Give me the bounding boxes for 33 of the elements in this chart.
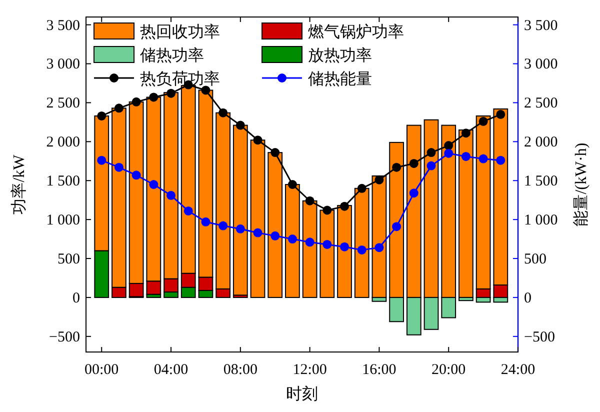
y2-tick-label: 500 [524,252,546,268]
y2-tick-label: 2 000 [524,134,558,151]
y-tick-label: 3 000 [46,56,80,73]
y2-tick-label: 1 000 [524,212,558,229]
legend-label: 燃气锅炉功率 [308,23,404,41]
y2-tick-label: 2 500 [524,96,558,112]
y2-axis-title: 能量/(kW·h) [572,142,590,226]
x-tick-label: 04:00 [154,362,188,378]
y2-tick-label: 3 500 [524,18,558,34]
x-tick-label: 00:00 [84,362,119,378]
x-tick-label: 24:00 [500,362,536,378]
legend-label: 储热能量 [308,70,372,88]
x-tick-label: 20:00 [432,362,466,378]
x-axis-title: 时刻 [286,385,318,403]
y-tick-label: 3 500 [46,18,80,34]
x-tick-label: 16:00 [362,362,396,378]
legend-label: 放热功率 [308,46,372,64]
x-tick-label: 12:00 [292,362,327,378]
y-tick-label: 1 500 [46,174,80,190]
y2-tick-label: 1 500 [524,174,558,190]
y2-tick-label: −500 [524,329,555,346]
y-tick-label: −500 [49,329,80,346]
y-tick-label: 1 000 [46,212,80,229]
x-tick-label: 08:00 [223,362,258,378]
y-tick-label: 2 000 [46,134,80,151]
y-tick-label: 500 [58,252,80,268]
y2-tick-label: 3 000 [524,56,558,73]
legend-label: 储热功率 [140,46,204,64]
y2-tick-label: 0 [524,290,532,306]
y-tick-label: 2 500 [46,96,80,112]
y-axis-title: 功率/kW [10,154,28,214]
legend-label: 热回收功率 [140,23,220,41]
y-tick-label: 0 [72,290,80,306]
